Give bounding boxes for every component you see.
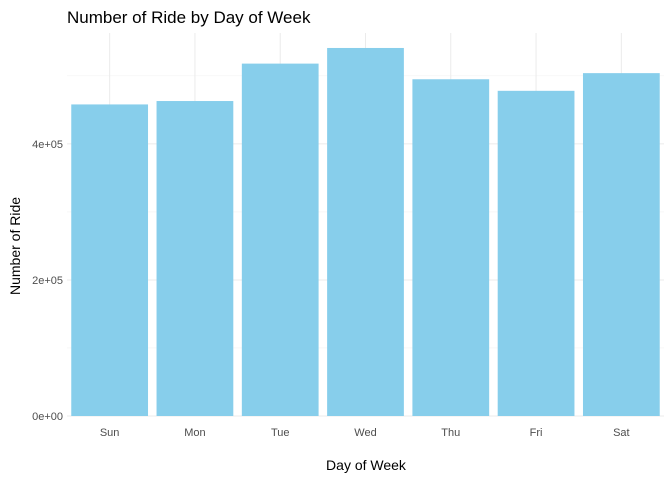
y-axis-title: Number of Ride	[7, 197, 23, 295]
y-tick-label: 4e+05	[32, 139, 63, 151]
bar-fri	[497, 90, 575, 416]
bars-group	[71, 47, 660, 417]
x-axis-title: Day of Week	[326, 457, 407, 473]
bar-mon	[156, 101, 234, 417]
x-tick-label: Sun	[100, 427, 120, 439]
x-axis-ticks: Sun Mon Tue Wed Thu Fri Sat	[100, 427, 630, 439]
x-tick-label: Sat	[613, 427, 630, 439]
x-tick-label: Wed	[354, 427, 376, 439]
x-tick-label: Mon	[184, 427, 205, 439]
x-tick-label: Fri	[530, 427, 543, 439]
bar-sat	[582, 73, 660, 416]
y-axis-ticks: 0e+00 2e+05 4e+05	[32, 139, 63, 423]
y-tick-label: 2e+05	[32, 275, 63, 287]
y-tick-label: 0e+00	[32, 411, 63, 423]
bar-tue	[241, 63, 319, 416]
bar-thu	[412, 79, 490, 416]
chart-title: Number of Ride by Day of Week	[67, 8, 311, 27]
bar-sun	[71, 104, 149, 416]
x-tick-label: Tue	[271, 427, 290, 439]
x-tick-label: Thu	[441, 427, 460, 439]
bar-wed	[327, 47, 404, 417]
